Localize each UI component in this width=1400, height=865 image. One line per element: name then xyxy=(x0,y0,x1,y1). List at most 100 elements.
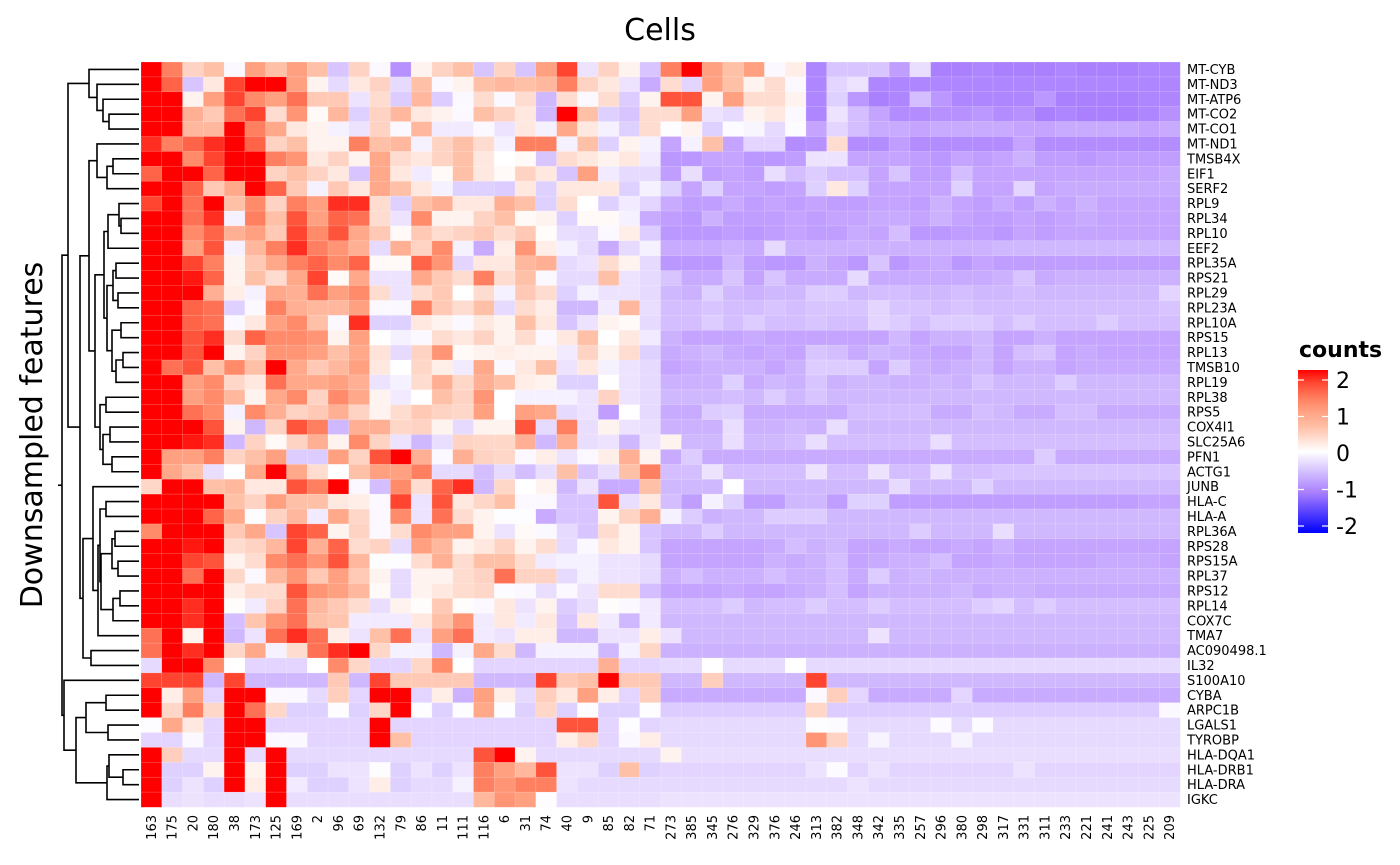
heatmap-cell xyxy=(161,553,184,570)
heatmap-cell xyxy=(223,106,246,123)
heatmap-cell xyxy=(494,776,516,793)
heatmap-cell xyxy=(1138,359,1160,376)
heatmap-cell xyxy=(1096,300,1119,316)
heatmap-cell xyxy=(1055,374,1077,391)
heatmap-cell xyxy=(888,717,911,734)
row-label: TMSB10 xyxy=(1186,361,1240,376)
heatmap-cell xyxy=(390,389,412,406)
heatmap-cell xyxy=(306,344,329,361)
heatmap-cell xyxy=(888,702,911,719)
heatmap-cell xyxy=(639,523,662,540)
heatmap-cell xyxy=(909,583,932,599)
heatmap-cell xyxy=(161,538,184,555)
heatmap-cell xyxy=(431,404,454,421)
heatmap-cell xyxy=(597,598,620,614)
row-label: RPL23A xyxy=(1187,301,1237,316)
heatmap-cell xyxy=(348,657,371,674)
heatmap-cell xyxy=(182,508,204,525)
heatmap-cell xyxy=(681,106,703,123)
heatmap-cell xyxy=(556,166,578,182)
heatmap-cell xyxy=(556,344,578,361)
heatmap-cell xyxy=(431,493,454,510)
heatmap-cell xyxy=(348,613,371,629)
heatmap-cell xyxy=(1117,478,1139,495)
heatmap-cell xyxy=(1138,732,1160,748)
heatmap-cell xyxy=(681,300,703,316)
heatmap-cell xyxy=(930,255,952,272)
heatmap-cell xyxy=(701,717,724,734)
heatmap-cell xyxy=(203,121,225,138)
heatmap-cell xyxy=(618,315,641,331)
heatmap-cell xyxy=(140,300,163,316)
heatmap-cell xyxy=(431,210,454,227)
heatmap-cell xyxy=(992,791,1015,808)
heatmap-cell xyxy=(306,106,329,123)
heatmap-cell xyxy=(847,91,869,108)
heatmap-cell xyxy=(348,672,371,689)
heatmap-cell xyxy=(390,747,412,763)
heatmap-cell xyxy=(327,76,350,93)
heatmap-cell xyxy=(556,91,578,108)
heatmap-cell xyxy=(140,106,163,123)
heatmap-cell xyxy=(701,210,724,227)
heatmap-cell xyxy=(660,478,682,495)
heatmap-cell xyxy=(826,449,849,465)
row-label: RPL9 xyxy=(1187,197,1219,212)
row-label: RPL19 xyxy=(1187,376,1228,391)
heatmap-cell xyxy=(1117,255,1139,272)
column-label: 116 xyxy=(477,815,492,840)
heatmap-cell xyxy=(452,568,475,585)
heatmap-cell xyxy=(494,538,516,555)
heatmap-cell xyxy=(1117,225,1139,242)
heatmap-cell xyxy=(577,404,599,421)
heatmap-cell xyxy=(286,627,308,644)
heatmap-cell xyxy=(681,359,703,376)
heatmap-cell xyxy=(244,166,267,182)
heatmap-cell xyxy=(764,478,786,495)
heatmap-cell xyxy=(306,627,329,644)
heatmap-cell xyxy=(764,151,786,167)
heatmap-cell xyxy=(1013,240,1036,257)
heatmap-cell xyxy=(535,344,558,361)
heatmap-cell xyxy=(1055,598,1077,614)
heatmap-cell xyxy=(203,389,225,406)
heatmap-cell xyxy=(597,464,620,480)
heatmap-cell xyxy=(348,776,371,793)
heatmap-cell xyxy=(909,166,932,182)
heatmap-cell xyxy=(764,329,786,346)
heatmap-cell xyxy=(556,210,578,227)
dendrogram-branch xyxy=(61,254,68,717)
heatmap-cell xyxy=(743,493,765,510)
heatmap-cell xyxy=(1117,508,1139,525)
heatmap-cell xyxy=(1013,300,1036,316)
heatmap-cell xyxy=(1055,225,1077,242)
heatmap-cell xyxy=(868,270,890,287)
heatmap-cell xyxy=(161,523,184,540)
heatmap-cell xyxy=(494,449,516,465)
heatmap-cell xyxy=(556,553,578,570)
heatmap-cell xyxy=(182,255,204,272)
heatmap-cell xyxy=(203,151,225,167)
heatmap-cell xyxy=(369,121,391,138)
heatmap-cell xyxy=(431,538,454,555)
heatmap-cell xyxy=(203,553,225,570)
heatmap-cell xyxy=(971,210,994,227)
heatmap-cell xyxy=(473,329,495,346)
heatmap-cell xyxy=(1055,776,1077,793)
heatmap-cell xyxy=(1158,136,1181,152)
heatmap-cell xyxy=(494,240,516,257)
heatmap-cell xyxy=(306,642,329,659)
heatmap-cell xyxy=(306,493,329,510)
heatmap-cell xyxy=(410,240,433,257)
heatmap-cell xyxy=(930,389,952,406)
heatmap-cell xyxy=(535,121,558,138)
heatmap-cell xyxy=(348,195,371,212)
heatmap-cell xyxy=(951,180,973,197)
heatmap-cell xyxy=(847,493,869,510)
heatmap-cell xyxy=(182,762,204,778)
heatmap-cell xyxy=(431,300,454,316)
heatmap-cell xyxy=(431,166,454,182)
heatmap-cell xyxy=(743,210,765,227)
heatmap-cell xyxy=(909,493,932,510)
heatmap-cell xyxy=(286,598,308,614)
